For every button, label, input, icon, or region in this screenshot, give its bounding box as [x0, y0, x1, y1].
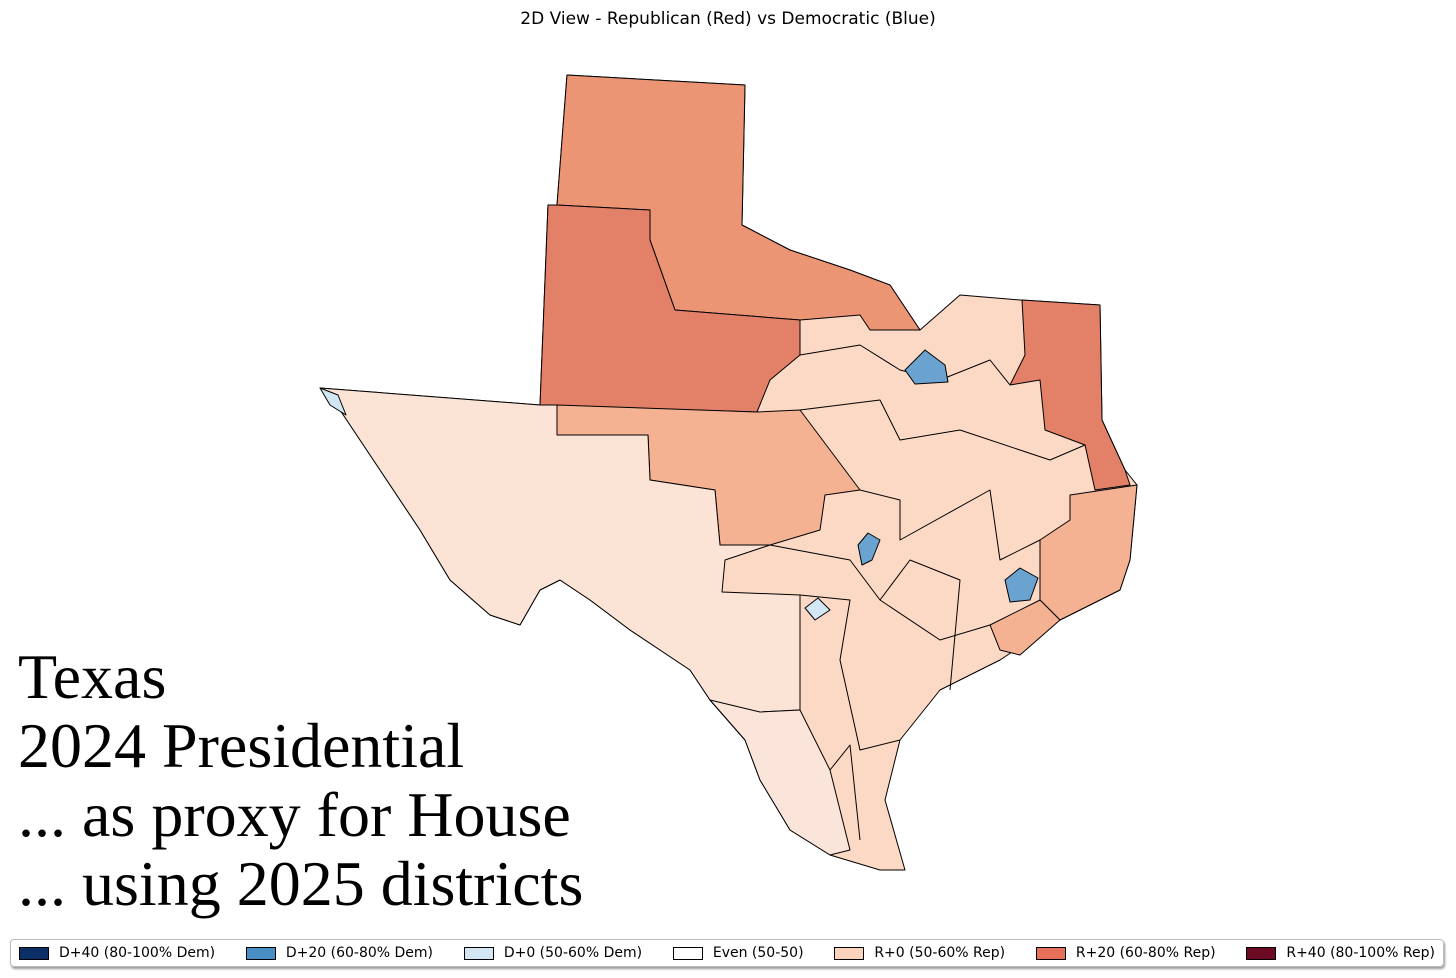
legend-swatch: [463, 946, 494, 960]
legend-label: Even (50-50): [712, 945, 804, 961]
district-urban: [804, 597, 831, 621]
legend-item: R+0 (50-60% Rep): [834, 945, 1005, 961]
legend-item: R+20 (60-80% Rep): [1035, 945, 1216, 961]
district-urban: [904, 349, 949, 385]
legend-swatch: [834, 946, 865, 960]
overlay-line: ... using 2025 districts: [18, 848, 584, 919]
legend-item: R+40 (80-100% Rep): [1246, 945, 1435, 961]
district-border: [859, 489, 1041, 561]
legend-swatch: [1246, 946, 1277, 960]
district: [709, 699, 851, 856]
legend-swatch: [672, 946, 703, 960]
district-urban: [857, 532, 881, 566]
legend-label: R+20 (60-80% Rep): [1075, 945, 1216, 961]
overlay-line: ... as proxy for House: [18, 779, 571, 850]
district: [1009, 299, 1131, 491]
overlay-line: 2024 Presidential: [18, 710, 465, 781]
legend-item: D+0 (50-60% Dem): [463, 945, 643, 961]
legend: D+40 (80-100% Dem) D+20 (60-80% Dem) D+0 (…: [10, 939, 1444, 967]
legend-item: D+40 (80-100% Dem): [19, 945, 215, 961]
legend-label: R+0 (50-60% Rep): [874, 945, 1006, 961]
overlay-line: Texas: [18, 641, 167, 712]
district-urban: [1004, 567, 1039, 603]
overlay-text: Texas 2024 Presidential ... as proxy for…: [18, 642, 583, 918]
legend-label: R+40 (80-100% Rep): [1286, 945, 1435, 961]
legend-swatch: [245, 946, 276, 960]
legend-label: D+0 (50-60% Dem): [503, 945, 643, 961]
legend-label: D+20 (60-80% Dem): [285, 945, 434, 961]
map-title: 2D View - Republican (Red) vs Democratic…: [520, 9, 936, 29]
legend-item: D+20 (60-80% Dem): [245, 945, 434, 961]
texas-map: [319, 74, 1138, 871]
legend-label: D+40 (80-100% Dem): [59, 945, 216, 961]
district: [989, 599, 1061, 656]
district-border: [879, 559, 961, 691]
legend-swatch: [1035, 946, 1066, 960]
district-border: [829, 744, 861, 841]
legend-swatch: [19, 946, 49, 960]
district-border: [799, 399, 1086, 461]
district-urban: [319, 387, 347, 416]
legend-item: Even (50-50): [672, 945, 804, 961]
district-border: [799, 594, 901, 751]
